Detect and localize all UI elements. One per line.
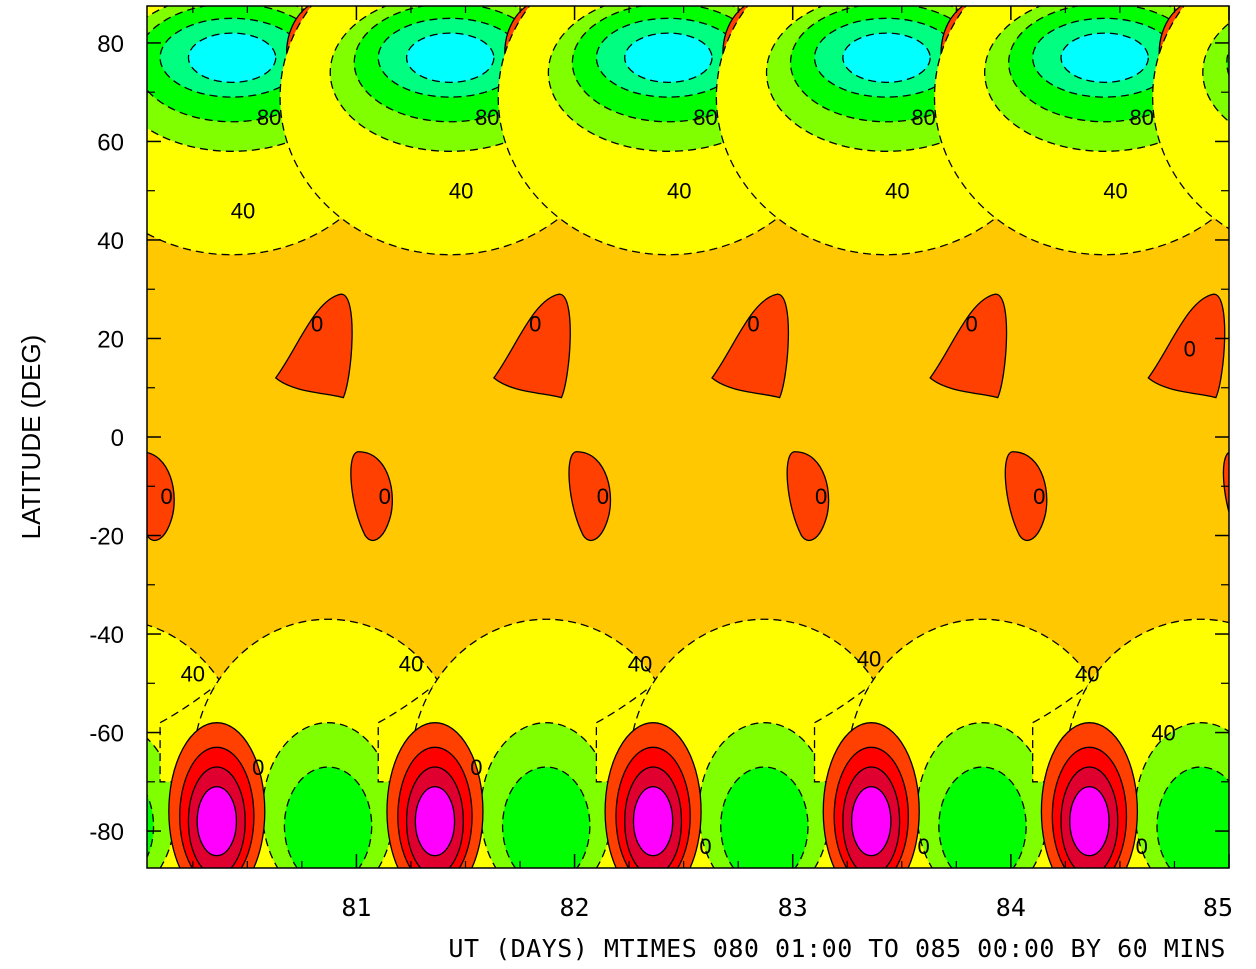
north-negative-cell-ring bbox=[0, 4, 110, 122]
contour-labels: 80 80 80 80 80 40 40 40 40 40 0 0 0 0 0 0 0 0 0 0 40 40 40 40 40… bbox=[161, 105, 1196, 859]
contour-label: 80 bbox=[475, 105, 499, 130]
north-negative-cell-ring bbox=[1251, 18, 1256, 97]
south-positive-cell-ring bbox=[850, 786, 892, 857]
y-tick-label: -60 bbox=[89, 721, 124, 748]
contour-label: 0 bbox=[917, 834, 929, 859]
x-axis-label: UT (DAYS) MTIMES 080 01:00 TO 085 00:00 … bbox=[448, 934, 1226, 963]
south-negative-cell-ring bbox=[147, 737, 176, 868]
north-negative-cell-ring bbox=[405, 32, 495, 83]
tropical-south-blob bbox=[147, 452, 175, 542]
tropical-south-blob bbox=[1222, 451, 1229, 515]
south-negative-cell-ring bbox=[147, 793, 155, 859]
contour-label: 40 bbox=[628, 652, 652, 677]
south-positive-cell-ring bbox=[0, 723, 47, 900]
contour-label: 0 bbox=[529, 312, 541, 337]
contour-label: 40 bbox=[857, 647, 881, 672]
contour-label: 0 bbox=[161, 484, 173, 509]
x-tick-label: 83 bbox=[778, 893, 808, 922]
contour-label: 40 bbox=[1103, 179, 1127, 204]
south-positive-cell-ring bbox=[196, 786, 238, 857]
contour-label: 0 bbox=[747, 312, 759, 337]
y-tick-label: -40 bbox=[89, 622, 124, 649]
south-yellow-band bbox=[1251, 644, 1256, 782]
contour-label: 0 bbox=[815, 484, 827, 509]
contour-label: 40 bbox=[231, 198, 255, 223]
contour-label: 40 bbox=[449, 179, 473, 204]
x-tick-label: 85 bbox=[1203, 893, 1233, 922]
tropical-north-blob bbox=[274, 293, 353, 399]
south-positive-cell-ring bbox=[1069, 786, 1110, 857]
tropical-south-blob bbox=[350, 451, 393, 542]
contour-label: 0 bbox=[252, 755, 264, 780]
south-negative-cell-ring bbox=[720, 766, 809, 868]
y-tick-label: 0 bbox=[111, 425, 124, 452]
north-negative-cell-ring bbox=[1202, 22, 1229, 123]
tropical-south-blob bbox=[568, 451, 612, 542]
y-axis-label: LATITUDE (DEG) bbox=[16, 335, 46, 540]
tropical-south-blob bbox=[1004, 451, 1048, 542]
north-negative-cell-ring bbox=[842, 32, 931, 83]
contour-label: 40 bbox=[885, 179, 909, 204]
contour-label: 80 bbox=[257, 105, 281, 130]
tropical-north-blob bbox=[929, 293, 1008, 399]
axis-ticks bbox=[147, 6, 1230, 868]
north-negative-cell-ring bbox=[1060, 32, 1149, 83]
y-tick-label: 60 bbox=[97, 129, 124, 156]
contour-label: 0 bbox=[597, 484, 609, 509]
south-negative-cell-ring bbox=[501, 766, 591, 868]
contour-label: 0 bbox=[311, 312, 323, 337]
y-tick-label: -80 bbox=[89, 819, 124, 846]
tropical-south-blob bbox=[786, 451, 830, 542]
south-negative-cell-ring bbox=[938, 766, 1027, 868]
south-positive-cell-ring bbox=[0, 747, 36, 885]
south-positive-cell-ring bbox=[414, 786, 456, 857]
south-negative-cell-ring bbox=[283, 766, 373, 868]
contour-label: 40 bbox=[1075, 661, 1099, 686]
contour-label: 40 bbox=[399, 652, 423, 677]
contour-label: 40 bbox=[1151, 721, 1175, 746]
contour-label: 40 bbox=[667, 179, 691, 204]
contour-label: 80 bbox=[693, 105, 717, 130]
south-positive-cell-ring bbox=[0, 767, 27, 875]
x-tick-labels: 81 82 83 84 85 bbox=[341, 893, 1233, 922]
y-tick-label: -20 bbox=[89, 524, 124, 551]
north-yellow-tongue bbox=[147, 81, 168, 160]
north-negative-cell-ring bbox=[187, 32, 277, 83]
north-yellow-tongue bbox=[1250, 82, 1256, 254]
contour-label: 0 bbox=[1184, 336, 1196, 361]
north-negative-cell-ring bbox=[1226, 48, 1229, 77]
y-tick-label: 80 bbox=[97, 31, 124, 58]
contour-label: 0 bbox=[965, 312, 977, 337]
y-tick-labels: 80 60 40 20 0 -20 -40 -60 -80 bbox=[89, 31, 124, 846]
tropical-north-blob bbox=[711, 293, 789, 399]
y-tick-label: 40 bbox=[97, 228, 124, 255]
x-tick-label: 82 bbox=[560, 893, 590, 922]
north-negative-cell-ring bbox=[0, 33, 58, 82]
contour-label: 0 bbox=[470, 755, 482, 780]
contour-label: 0 bbox=[1136, 834, 1148, 859]
y-tick-label: 20 bbox=[97, 326, 124, 353]
north-negative-cell-ring bbox=[0, 18, 86, 97]
tropical-north-blob bbox=[1147, 293, 1226, 399]
contour-label: 0 bbox=[379, 484, 391, 509]
north-negative-cell-ring bbox=[624, 32, 713, 83]
contour-label: 80 bbox=[911, 105, 935, 130]
contour-fields bbox=[0, 4, 1256, 900]
contour-label: 40 bbox=[181, 661, 205, 686]
south-positive-cell-ring bbox=[632, 786, 674, 857]
contour-label: 0 bbox=[1033, 484, 1045, 509]
contour-label: 0 bbox=[699, 834, 711, 859]
x-tick-label: 84 bbox=[996, 893, 1026, 922]
south-negative-cell-ring bbox=[1156, 766, 1229, 868]
contour-label: 80 bbox=[1129, 105, 1153, 130]
south-positive-cell-ring bbox=[0, 787, 18, 856]
x-tick-label: 81 bbox=[341, 893, 371, 922]
tropical-north-blob bbox=[492, 293, 571, 399]
